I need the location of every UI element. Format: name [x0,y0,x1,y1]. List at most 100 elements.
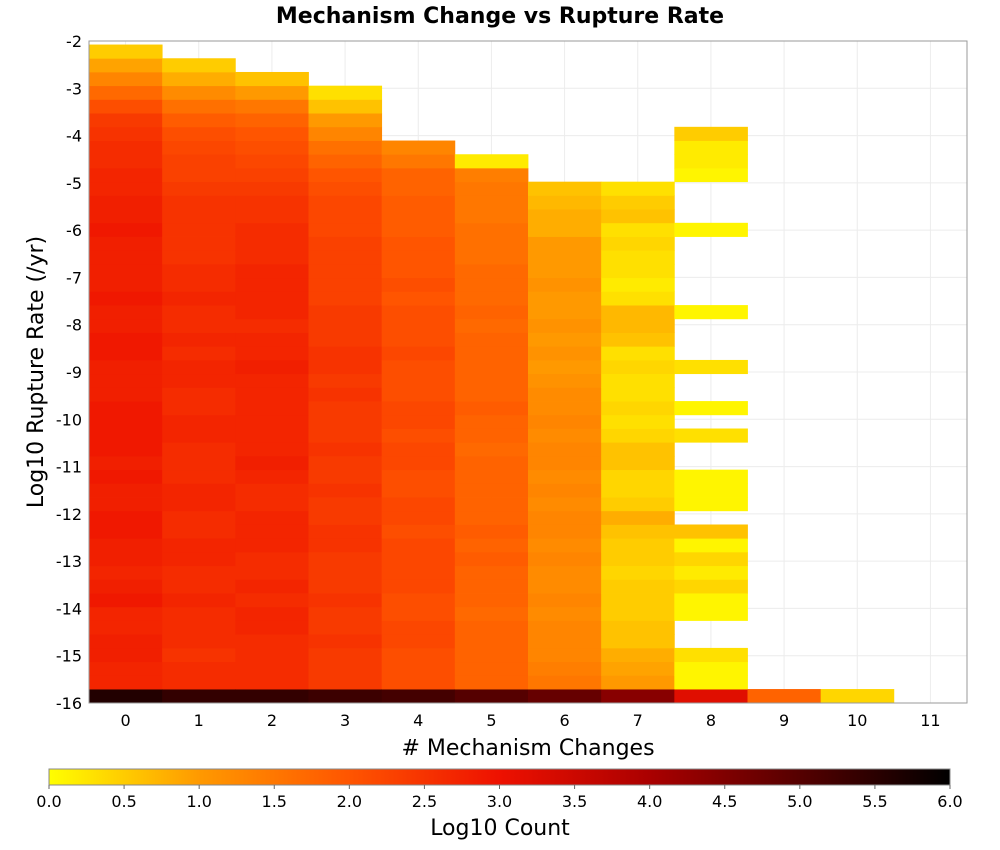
heatmap-cell [89,593,163,608]
heatmap-cell [381,154,456,169]
heatmap-cell [162,71,236,87]
heatmap-cell [674,305,748,320]
heatmap-cell [308,387,383,402]
y-tick-label: -4 [66,127,82,146]
heatmap-cell [528,497,602,512]
heatmap-cell [454,222,529,237]
heatmap-cell [162,318,236,333]
colorbar-tick-label: 1.5 [262,792,287,811]
heatmap-cell [308,565,383,580]
colorbar-tick-label: 1.0 [186,792,211,811]
heatmap-cell [381,250,456,265]
heatmap-cell [89,373,163,388]
heatmap-cell [381,236,456,251]
heatmap-cell [674,497,748,512]
heatmap-cell [308,277,383,292]
heatmap-cell [89,126,163,141]
heatmap-cell [235,85,309,100]
heatmap-cell [601,606,675,621]
heatmap-cell [381,195,456,210]
heatmap-cell [601,332,675,347]
heatmap-cell [381,661,456,676]
heatmap-cell [454,373,529,388]
heatmap-cell [674,538,748,553]
heatmap-cell [454,414,529,429]
heatmap-cell [454,689,529,704]
colorbar-tick-label: 2.0 [337,792,362,811]
heatmap-cell [308,154,383,169]
heatmap-cell [454,579,529,594]
heatmap-cell [89,222,163,237]
heatmap-cell [381,565,456,580]
heatmap-cell [308,85,383,100]
heatmap-cell [235,263,309,279]
heatmap-cell [89,647,163,663]
heatmap-cell [235,113,309,128]
heatmap-cell [381,263,456,279]
heatmap-cell [528,359,602,375]
heatmap-cell [89,263,163,279]
colorbar-tick-label: 4.5 [712,792,737,811]
heatmap-cell [381,209,456,224]
heatmap-cell [601,455,675,471]
heatmap-cell [162,58,236,73]
y-tick-label: -2 [66,32,82,51]
heatmap-cell [162,565,236,580]
heatmap-cell [89,154,163,169]
heatmap-cell [601,579,675,594]
heatmap-cell [235,291,309,306]
heatmap-cell [528,538,602,553]
heatmap-cell [308,181,383,196]
colorbar-tick-label: 2.5 [412,792,437,811]
x-tick-label: 6 [559,711,569,730]
colorbar-tick-label: 0.5 [111,792,136,811]
heatmap-cell [454,346,529,361]
heatmap-cell [454,332,529,347]
heatmap-cell [308,428,383,443]
heatmap-cell [308,579,383,594]
heatmap-cell [162,305,236,320]
heatmap-cell [381,318,456,333]
heatmap-cell [528,510,602,525]
heatmap-cell [89,428,163,443]
x-tick-label: 1 [194,711,204,730]
heatmap-cell [235,71,309,87]
heatmap-cell [89,58,163,73]
heatmap-cell [308,332,383,347]
heatmap-cell [162,209,236,224]
heatmap-cell [381,593,456,608]
heatmap-cell [674,647,748,663]
heatmap-cell [162,606,236,621]
heatmap-cell [162,126,236,141]
heatmap-cell [235,209,309,224]
heatmap-cell [308,675,383,690]
heatmap-cell [89,675,163,690]
heatmap-cell [162,510,236,525]
heatmap-cell [162,593,236,608]
heatmap-cell [308,291,383,306]
heatmap-cells [89,44,895,704]
heatmap-cell [89,140,163,155]
heatmap-cell [381,305,456,320]
heatmap-cell [454,195,529,210]
heatmap-cell [89,469,163,484]
y-tick-label: -15 [56,647,82,666]
heatmap-cell [308,250,383,265]
heatmap-cell [381,332,456,347]
heatmap-cell [235,497,309,512]
heatmap-cell [308,236,383,251]
heatmap-cell [308,510,383,525]
heatmap-cell [381,497,456,512]
heatmap-cell [528,442,602,457]
heatmap-cell [162,675,236,690]
heatmap-cell [162,689,236,704]
heatmap-cell [235,414,309,429]
heatmap-cell [235,99,309,114]
heatmap-cell [454,620,529,635]
heatmap-cell [381,401,456,416]
heatmap-cell [381,689,456,704]
heatmap-cell [381,428,456,443]
heatmap-cell [528,675,602,690]
heatmap-cell [235,140,309,155]
heatmap-cell [308,497,383,512]
